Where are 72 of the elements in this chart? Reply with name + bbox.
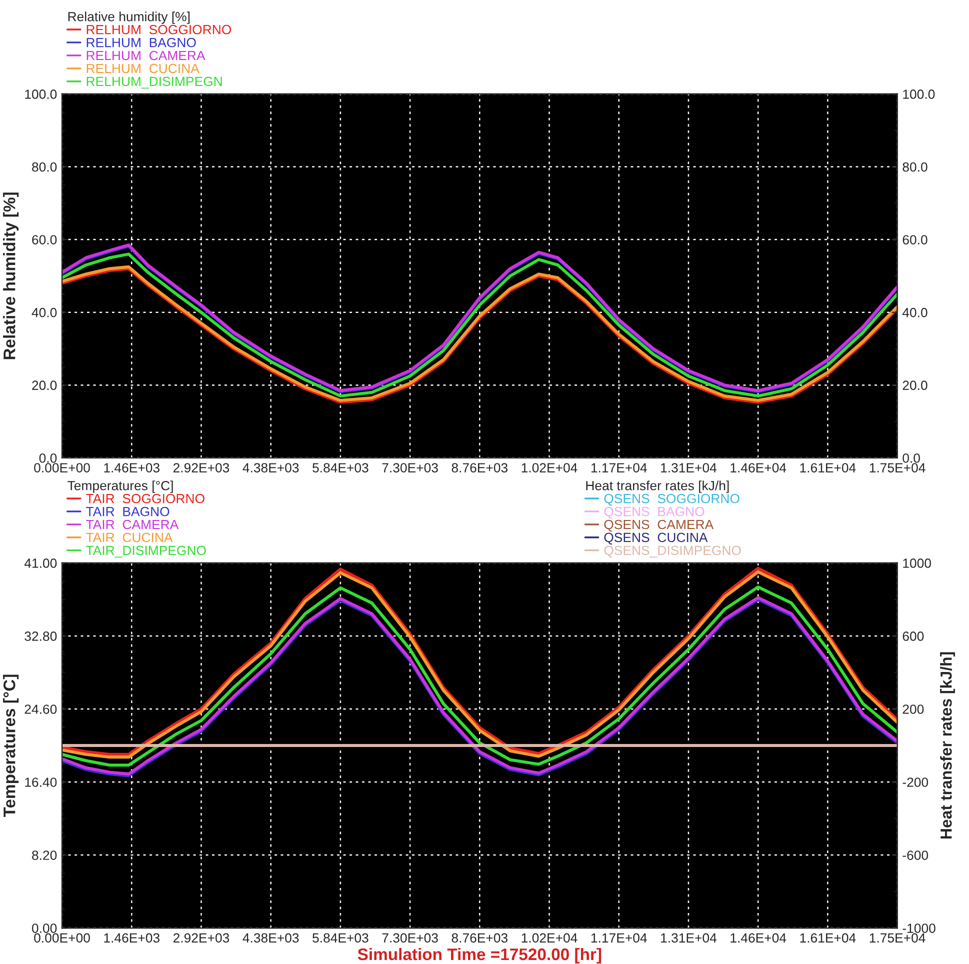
x-tick-label: 1.17E+04 — [591, 463, 647, 472]
legend-label: TAIR SOGGIORNO — [86, 494, 204, 504]
x-tick-label: 2.92E+03 — [173, 933, 230, 943]
y2-tick-label: 600 — [902, 632, 924, 641]
x-tick-label: 8.76E+03 — [452, 463, 508, 472]
x-tick-label: 1.46E+03 — [104, 933, 160, 943]
legend-label: QSENS BAGNO — [604, 506, 704, 519]
x-axis-title: Simulation Time =17520.00 [hr] — [358, 948, 602, 964]
x-tick-label: 4.38E+03 — [242, 933, 299, 943]
y-axis-title: Temperatures [°C] — [3, 674, 19, 818]
y2-tick-label: 0.0 — [902, 453, 920, 463]
y-tick-label: 8.20 — [32, 850, 57, 860]
y2-tick-label: 20.0 — [902, 380, 928, 390]
y-tick-label: 16.40 — [25, 778, 57, 787]
legend-label: QSENS CUCINA — [604, 532, 708, 544]
y-axis-title: Relative humidity [%] — [3, 192, 19, 360]
x-tick-label: 1.02E+04 — [522, 933, 578, 943]
x-tick-label: 1.46E+04 — [730, 933, 786, 943]
legend-label: QSENS_DISIMPEGNO — [604, 546, 741, 558]
legend-label: QSENS SOGGIORNO — [604, 494, 740, 506]
legend-label: RELHUM SOGGIORNO — [86, 24, 232, 34]
y2-tick-label: -1000 — [902, 924, 936, 933]
x-tick-label: 1.46E+03 — [104, 463, 160, 472]
x-tick-label: 5.84E+03 — [312, 463, 368, 472]
legend-title: Relative humidity [%] — [68, 12, 190, 24]
legend-label: RELHUM BAGNO — [86, 38, 196, 48]
x-tick-label: 2.92E+03 — [173, 463, 230, 472]
y2-tick-label: 40.0 — [902, 308, 928, 318]
text: Heat transfer rates [kJ/h] — [586, 480, 729, 493]
x-tick-label: 1.31E+04 — [661, 933, 717, 943]
y-tick-label: 20.0 — [32, 380, 57, 390]
y-tick-label: 0.0 — [39, 453, 57, 463]
y-tick-label: 40.0 — [32, 308, 57, 318]
legend-label: TAIR CAMERA — [86, 520, 179, 530]
x-tick-label: 1.31E+04 — [661, 463, 717, 472]
x-tick-label: 5.84E+03 — [312, 933, 368, 943]
y2-tick-label: 1000 — [903, 558, 931, 568]
legend-label: QSENS CAMERA — [604, 520, 714, 532]
legend-label: RELHUM CAMERA — [86, 50, 206, 60]
legend-label: RELHUM CUCINA — [86, 64, 200, 74]
y-tick-label: 60.0 — [32, 235, 57, 244]
legend-label: RELHUM_DISIMPEGN — [86, 76, 222, 89]
legend-label: TAIR BAGNO — [86, 506, 170, 516]
y-tick-label: 41.00 — [24, 558, 57, 568]
y2-tick-label: 100.0 — [903, 90, 935, 99]
x-tick-label: 1.02E+04 — [522, 463, 578, 472]
x-tick-label: 0.00E+00 — [34, 933, 90, 943]
legend-label: TAIR CUCINA — [86, 532, 173, 542]
legend-title: Temperatures [°C] — [68, 480, 173, 493]
y2-tick-label: -200 — [902, 778, 928, 787]
y-tick-label: 32.80 — [24, 632, 57, 641]
y2-tick-label: -600 — [902, 850, 928, 860]
x-tick-label: 7.30E+03 — [382, 463, 438, 472]
x-tick-label: 1.17E+04 — [591, 933, 647, 943]
y-tick-label: 0.00 — [32, 924, 57, 933]
x-tick-label: 0.00E+00 — [34, 463, 90, 472]
x-tick-label: 1.75E+04 — [870, 933, 926, 943]
y2-axis-title: Heat transfer rates [kJ/h] — [940, 652, 955, 839]
x-tick-label: 1.75E+04 — [870, 463, 926, 472]
x-tick-label: 1.61E+04 — [800, 933, 856, 943]
y2-tick-label: 80.0 — [902, 162, 928, 172]
y-tick-label: 24.60 — [24, 704, 57, 714]
x-tick-label: 4.38E+03 — [242, 463, 299, 472]
x-tick-label: 1.61E+04 — [800, 463, 856, 472]
x-tick-label: 8.76E+03 — [452, 933, 508, 943]
legend-label: TAIR_DISIMPEGNO — [86, 546, 206, 558]
y-tick-label: 100.0 — [25, 90, 57, 99]
y2-tick-label: 60.0 — [902, 235, 928, 244]
y2-tick-label: 200 — [902, 704, 924, 714]
x-tick-label: 1.46E+04 — [730, 463, 786, 472]
x-tick-label: 7.30E+03 — [382, 933, 438, 943]
y-tick-label: 80.0 — [32, 162, 57, 172]
